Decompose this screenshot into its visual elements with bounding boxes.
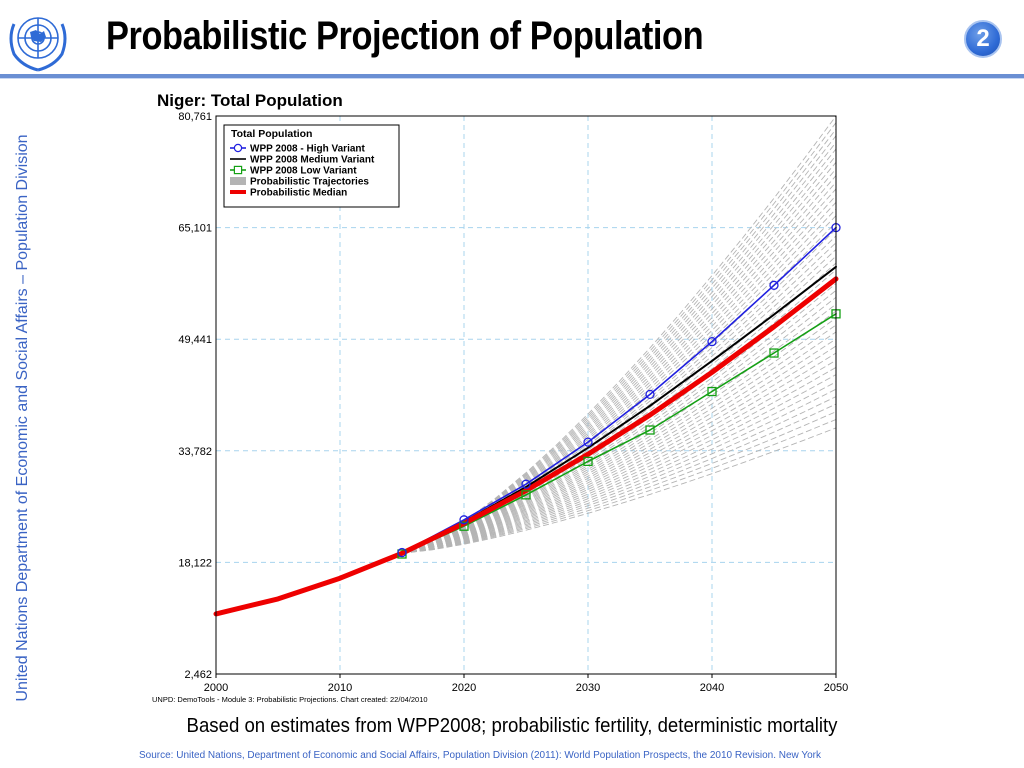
high-variant-point [459,515,469,525]
trajectory-line [401,367,837,554]
chart-legend: Total Population WPP 2008 - High Variant… [223,124,400,208]
trajectory-line [401,235,837,554]
low-variant-point [583,456,593,467]
trajectory-line [401,324,837,554]
low-variant-point [645,425,655,435]
chart-footnote: UNPD: DemoTools - Module 3: Probabilisti… [152,695,428,704]
trajectory-line [401,381,837,554]
high-variant-point [707,336,717,347]
trajectory-line [401,283,837,554]
slide-number-badge: 2 [964,20,1002,58]
y-tick-label: 49,441 [178,334,212,346]
x-tick-label: 2050 [824,682,848,694]
y-tick-label: 65,101 [178,223,212,235]
side-label: United Nations Department of Economic an… [14,134,31,702]
low-variant-point [459,521,469,531]
page-title: Probabilistic Projection of Population [106,14,704,58]
low-variant-point [521,490,531,500]
trajectory-line [401,317,837,554]
low-variant-point [769,348,779,358]
header-divider [0,74,1024,78]
trajectory-line [401,222,837,554]
source-note: Source: United Nations, Department of Ec… [138,750,822,761]
high-variant-point [645,389,655,400]
trajectory-line [401,188,837,554]
trajectory-line [401,242,837,554]
trajectory-line [401,331,837,554]
un-emblem-icon [9,17,67,72]
trajectory-line [401,388,837,554]
trajectory-line [401,296,837,554]
trajectory-line [401,374,837,554]
line-wpp-2008-high-variant [401,226,837,554]
y-tick-label: 2,462 [184,669,212,681]
trajectory-line [401,195,837,554]
trajectory-line [401,262,837,554]
trajectory-line [401,403,837,554]
x-tick-label: 2040 [700,682,724,694]
trajectory-line [401,310,837,554]
header-divider-light [0,78,1024,79]
trajectory-line [401,175,837,554]
trajectory-line [401,162,837,554]
trajectory-line [401,427,837,554]
chart-title: Niger: Total Population [157,91,343,110]
legend-label: WPP 2008 Medium Variant [250,155,375,166]
legend-swatch-circle [233,143,243,153]
plot-frame [215,115,837,675]
legend-swatch-trajectories [230,177,246,185]
trajectory-line [401,215,837,554]
trajectory-line [401,168,837,554]
y-tick-label: 18,122 [178,557,212,569]
grid-lines [216,116,836,674]
legend-label: WPP 2008 - High Variant [250,144,366,155]
axis-ticks: 2000 2010 2020 2030 2040 2050 2,462 18,122 33,78… [178,111,848,694]
legend-label: Probabilistic Median [250,188,347,199]
trajectory-line [401,419,837,554]
trajectory-line [401,249,837,554]
high-variant-point [769,280,779,290]
high-variant-point [521,479,531,489]
trajectory-line [401,345,837,554]
y-tick-label: 80,761 [178,111,212,123]
trajectory-line [401,181,837,554]
high-variant-point [397,547,407,558]
legend-swatch-square [233,165,243,175]
legend-box [223,124,400,208]
y-tick-label: 33,782 [178,446,212,458]
slide-caption: Based on estimates from WPP2008; probabi… [186,715,838,737]
line-wpp-2008-low-variant [401,313,837,555]
trajectory-line [401,290,837,554]
x-tick-label: 2000 [204,682,228,694]
legend-label: Probabilistic Trajectories [250,177,369,188]
trajectory-line [401,359,837,554]
trajectory-line [401,303,837,554]
trajectory-line [401,338,837,554]
low-variant-point [707,386,717,397]
high-variant-point [583,437,593,447]
x-tick-label: 2010 [328,682,352,694]
x-tick-label: 2030 [576,682,600,694]
population-chart: Niger: Total Population 2000 2010 2020 2030… [150,84,870,708]
x-tick-label: 2020 [452,682,476,694]
legend-label: WPP 2008 Low Variant [250,166,357,177]
trajectory-line [401,396,837,554]
trajectory-line [401,411,837,554]
legend-title: Total Population [231,128,312,140]
trajectory-line [401,352,837,554]
